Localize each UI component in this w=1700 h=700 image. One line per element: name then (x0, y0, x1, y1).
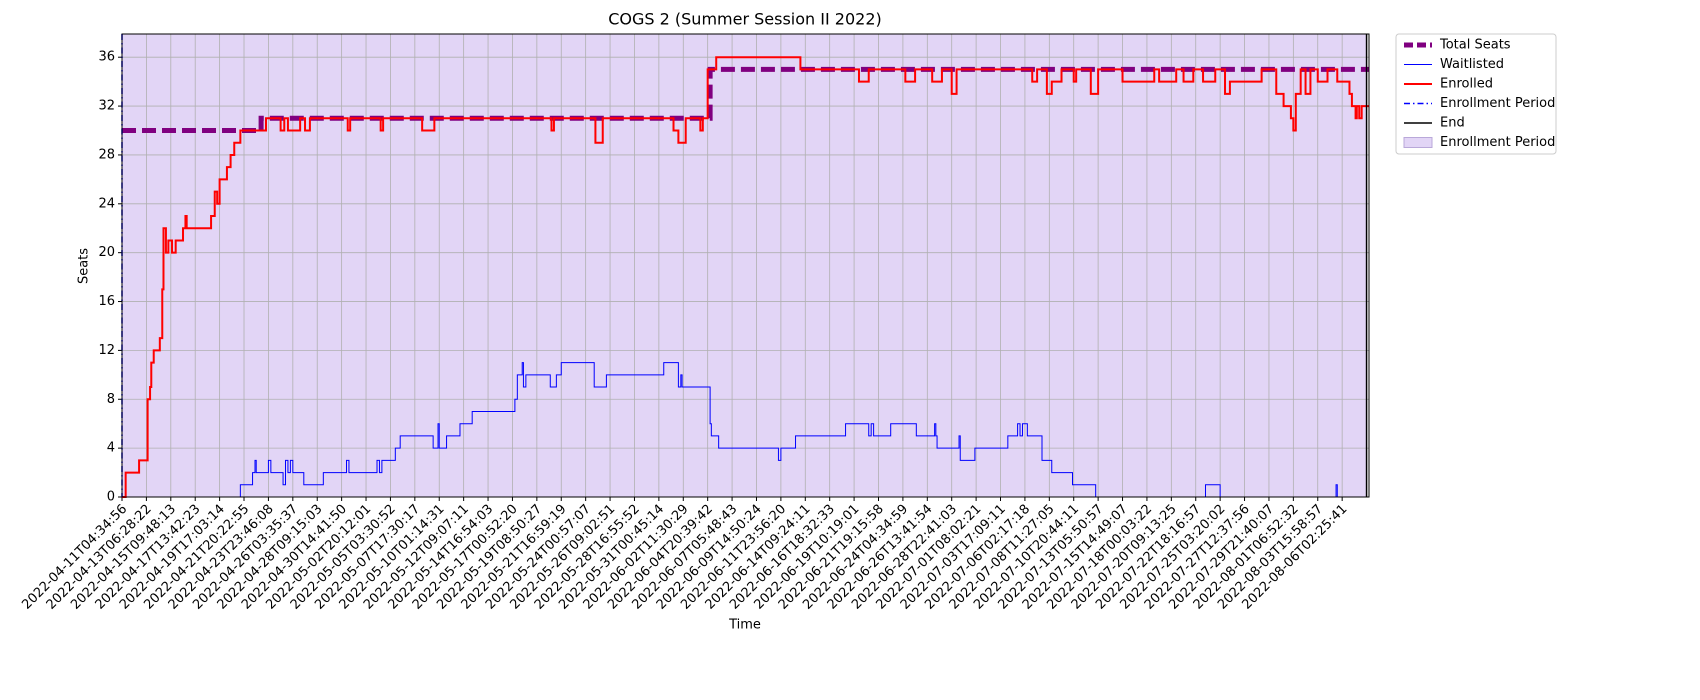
legend-label: End (1440, 116, 1465, 131)
legend-label: Waitlisted (1440, 57, 1504, 72)
y-tick-label: 12 (98, 343, 115, 358)
legend-box (1395, 33, 1557, 155)
y-tick-label: 20 (98, 245, 115, 260)
plot-frame (121, 33, 1370, 498)
series-line (122, 56, 1369, 498)
legend-swatch (1403, 137, 1433, 148)
y-tick-label: 0 (107, 490, 115, 505)
y-tick-label: 36 (98, 50, 115, 65)
chart-title: COGS 2 (Summer Session II 2022) (608, 10, 882, 29)
y-tick-label: 8 (107, 392, 115, 407)
x-axis-label: Time (728, 618, 761, 633)
y-tick-label: 16 (98, 294, 115, 309)
y-tick-label: 24 (98, 196, 115, 211)
enrollment-span (122, 34, 1367, 497)
legend-label: Enrollment Period (1440, 135, 1555, 150)
legend: Total Seats Waitlisted Enrolled Enrollment … (1395, 33, 1557, 155)
legend-label: Enrollment Period (1440, 96, 1555, 111)
y-tick-label: 32 (98, 99, 115, 114)
legend-label: Total Seats (1439, 38, 1511, 53)
y-tick-label: 4 (107, 441, 115, 456)
y-axis-label: Seats (77, 248, 92, 284)
legend-label: Enrolled (1440, 77, 1493, 92)
series-line (122, 362, 1369, 498)
y-tick-label: 28 (98, 147, 115, 162)
